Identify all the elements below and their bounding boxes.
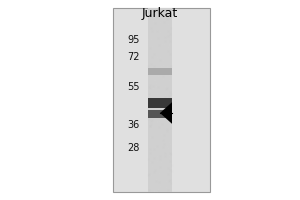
Text: 28: 28 xyxy=(128,143,140,153)
Bar xyxy=(113,8,210,192)
Text: 36: 36 xyxy=(128,120,140,130)
Text: 72: 72 xyxy=(128,52,140,62)
Text: Jurkat: Jurkat xyxy=(142,7,178,21)
Bar xyxy=(148,8,172,192)
Polygon shape xyxy=(160,102,172,124)
Bar xyxy=(148,98,172,108)
Bar xyxy=(148,110,172,118)
Text: 55: 55 xyxy=(128,82,140,92)
Text: 95: 95 xyxy=(128,35,140,45)
Bar xyxy=(148,68,172,75)
